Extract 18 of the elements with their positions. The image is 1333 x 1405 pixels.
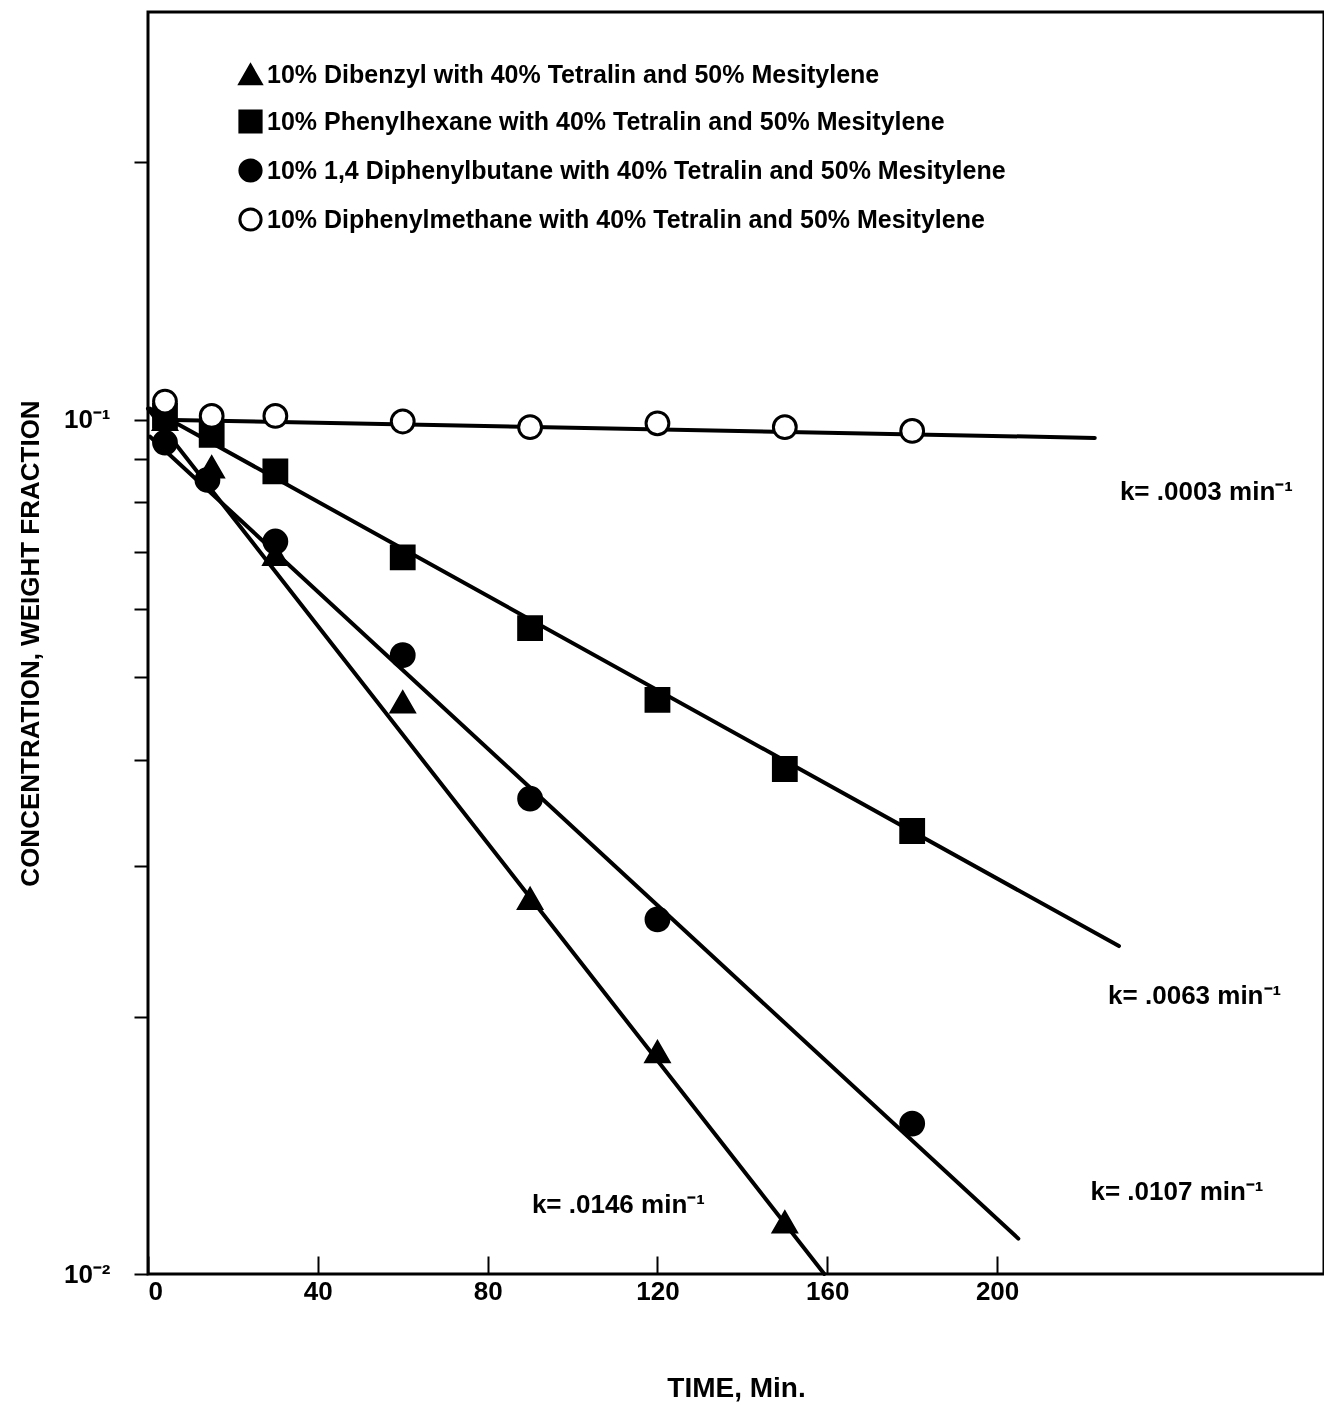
x-axis-title: TIME, Min. xyxy=(667,1371,806,1403)
x-tick-label: 40 xyxy=(303,1275,333,1306)
x-tick-label: 120 xyxy=(636,1275,680,1306)
legend-label: 10% Dibenzyl with 40% Tetralin and 50% Mesitylene xyxy=(267,59,880,88)
y-axis-title: CONCENTRATION, WEIGHT FRACTION xyxy=(14,400,45,887)
y-tick-label: 10⁻² xyxy=(63,1258,111,1289)
annotation: k= .0063 min⁻¹ xyxy=(1108,980,1282,1011)
annotation: k= .0146 min⁻¹ xyxy=(531,1188,705,1219)
annotation: k= .0003 min⁻¹ xyxy=(1119,475,1293,506)
x-tick-label: 80 xyxy=(473,1275,503,1306)
annotation: k= .0107 min⁻¹ xyxy=(1090,1175,1264,1206)
legend-label: 10% Phenylhexane with 40% Tetralin and 50% Mesitylene xyxy=(267,106,945,135)
x-tick-label: 0 xyxy=(148,1275,163,1306)
x-tick-label: 160 xyxy=(806,1275,850,1306)
x-tick-label: 200 xyxy=(975,1275,1020,1306)
legend-label: 10% 1,4 Diphenylbutane with 40% Tetralin and 50% Mesitylene xyxy=(267,155,1006,184)
y-tick-label: 10⁻¹ xyxy=(63,404,111,435)
legend-label: 10% Diphenylmethane with 40% Tetralin and 50% Mesitylene xyxy=(267,204,985,233)
